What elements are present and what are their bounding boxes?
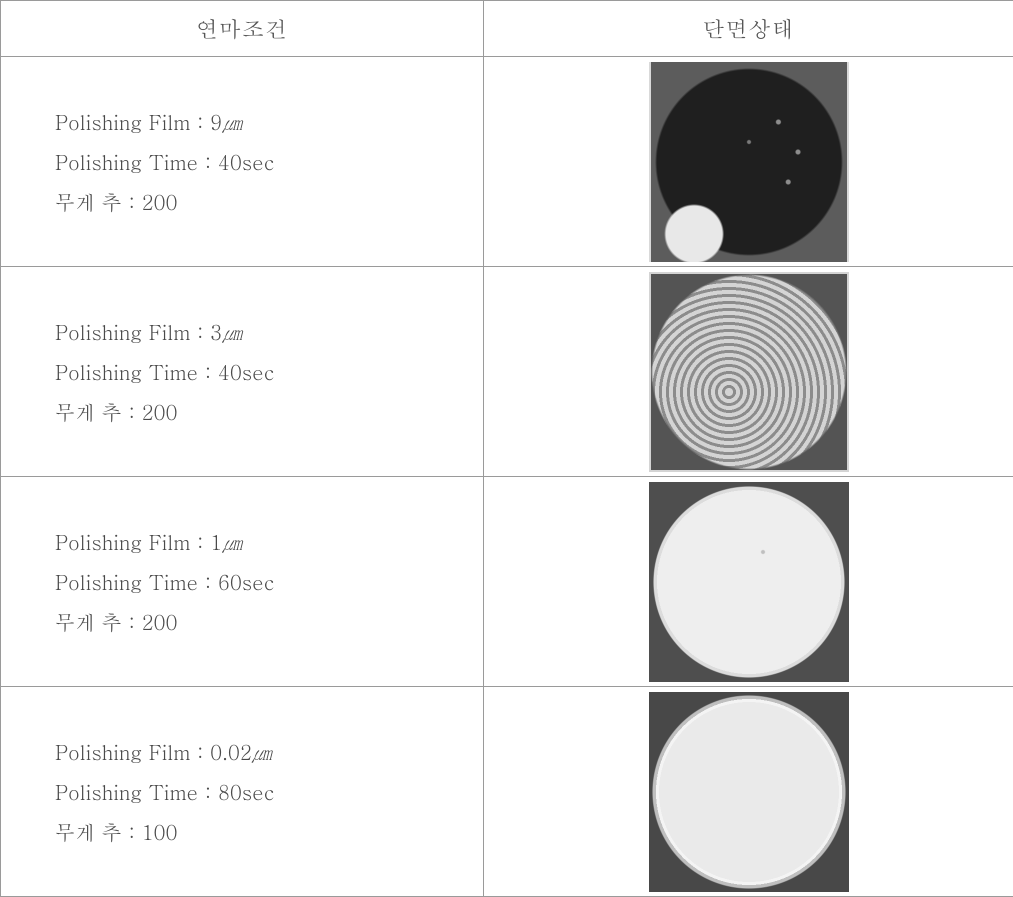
table-row: Polishing Film : 0.02㎛Polishing Time : 8… <box>1 687 1013 897</box>
polishing-table-body: Polishing Film : 9㎛Polishing Time : 40se… <box>1 57 1013 897</box>
conditions-cell: Polishing Film : 9㎛Polishing Time : 40se… <box>1 57 484 267</box>
polishing-time-line: Polishing Time : 60sec <box>55 562 482 602</box>
micron-unit: ㎛ <box>222 527 242 556</box>
weight-line: 무게 추 : 200 <box>55 182 482 222</box>
micron-unit: ㎛ <box>222 107 242 136</box>
polishing-table: 연마조건 단면상태 Polishing Film : 9㎛Polishing T… <box>0 0 1013 897</box>
crosssection-image <box>649 692 849 892</box>
weight-line: 무게 추 : 200 <box>55 602 482 642</box>
table-row: Polishing Film : 1㎛Polishing Time : 60se… <box>1 477 1013 687</box>
header-conditions: 연마조건 <box>1 1 484 57</box>
header-crosssection: 단면상태 <box>484 1 1013 57</box>
conditions-cell: Polishing Film : 0.02㎛Polishing Time : 8… <box>1 687 484 897</box>
table-row: Polishing Film : 3㎛Polishing Time : 40se… <box>1 267 1013 477</box>
crosssection-image <box>649 62 849 262</box>
crosssection-image <box>649 482 849 682</box>
crosssection-cell <box>484 477 1013 687</box>
conditions-cell: Polishing Film : 1㎛Polishing Time : 60se… <box>1 477 484 687</box>
micron-unit: ㎛ <box>222 317 242 346</box>
polishing-time-line: Polishing Time : 40sec <box>55 142 482 182</box>
crosssection-cell <box>484 687 1013 897</box>
polishing-film-line: Polishing Film : 9㎛ <box>55 102 482 142</box>
polishing-time-line: Polishing Time : 80sec <box>55 772 482 812</box>
weight-line: 무게 추 : 100 <box>55 812 482 852</box>
polishing-time-line: Polishing Time : 40sec <box>55 352 482 392</box>
micron-unit: ㎛ <box>252 737 272 766</box>
crosssection-image <box>649 272 849 472</box>
table-row: Polishing Film : 9㎛Polishing Time : 40se… <box>1 57 1013 267</box>
polishing-film-line: Polishing Film : 0.02㎛ <box>55 732 482 772</box>
crosssection-cell <box>484 267 1013 477</box>
weight-line: 무게 추 : 200 <box>55 392 482 432</box>
polishing-film-line: Polishing Film : 3㎛ <box>55 312 482 352</box>
crosssection-cell <box>484 57 1013 267</box>
conditions-cell: Polishing Film : 3㎛Polishing Time : 40se… <box>1 267 484 477</box>
polishing-film-line: Polishing Film : 1㎛ <box>55 522 482 562</box>
